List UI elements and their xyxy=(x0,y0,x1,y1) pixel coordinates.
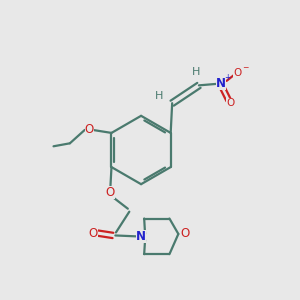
Text: O: O xyxy=(105,186,115,199)
Text: H: H xyxy=(192,67,200,77)
Text: −: − xyxy=(242,63,248,72)
Text: H: H xyxy=(154,91,163,101)
Text: O: O xyxy=(233,68,242,78)
Text: +: + xyxy=(225,73,231,82)
Text: O: O xyxy=(85,123,94,136)
Text: N: N xyxy=(216,77,226,90)
Text: O: O xyxy=(226,98,234,108)
Text: O: O xyxy=(88,226,98,240)
Text: O: O xyxy=(180,227,190,241)
Text: N: N xyxy=(136,230,146,243)
